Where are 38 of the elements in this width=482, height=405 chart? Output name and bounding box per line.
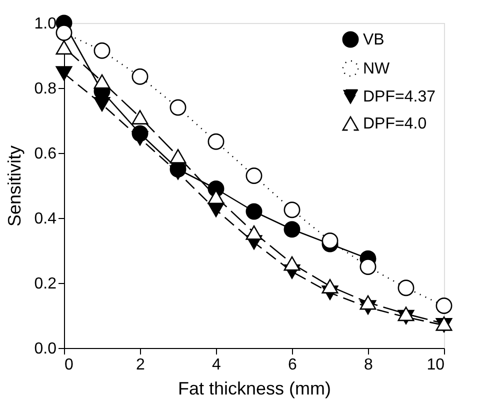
point bbox=[56, 24, 72, 41]
point bbox=[284, 221, 300, 238]
point bbox=[398, 306, 414, 322]
y-tick-label: 0.4 bbox=[34, 210, 57, 228]
point bbox=[132, 110, 148, 124]
y-tick-label: 0.2 bbox=[34, 276, 57, 292]
point bbox=[170, 165, 186, 180]
y-tick-label: 1.0 bbox=[34, 16, 57, 32]
point bbox=[360, 258, 376, 275]
legend-label: VB bbox=[363, 32, 384, 48]
x-tick-label: 6 bbox=[288, 356, 298, 374]
y-tick-label: 0.6 bbox=[34, 146, 57, 162]
x-tick-label: 2 bbox=[136, 356, 146, 374]
x-tick-label: 4 bbox=[212, 356, 222, 374]
legend-label: DPF=4.37 bbox=[363, 88, 436, 106]
point bbox=[132, 131, 148, 146]
point bbox=[94, 97, 110, 112]
point bbox=[208, 190, 224, 204]
legend-label: NW bbox=[363, 60, 391, 78]
point bbox=[56, 66, 72, 81]
y-axis-title: Sensitivity bbox=[4, 145, 24, 227]
y-tick-label: 0.8 bbox=[34, 80, 57, 98]
x-tick-label: 0 bbox=[64, 356, 74, 374]
x-axis-title: Fat thickness (mm) bbox=[178, 378, 332, 398]
legend-label: DPF=4.0 bbox=[363, 116, 427, 132]
point bbox=[284, 256, 300, 271]
point bbox=[360, 295, 376, 310]
point bbox=[246, 225, 262, 240]
point bbox=[94, 74, 110, 89]
point bbox=[170, 149, 186, 164]
point bbox=[246, 203, 262, 220]
point bbox=[322, 232, 338, 249]
x-tick-label: 10 bbox=[426, 356, 445, 374]
point bbox=[56, 40, 72, 55]
y-tick-label: 0.0 bbox=[34, 340, 57, 358]
point bbox=[436, 298, 452, 314]
x-tick-label: 8 bbox=[364, 356, 374, 374]
point bbox=[322, 279, 338, 294]
